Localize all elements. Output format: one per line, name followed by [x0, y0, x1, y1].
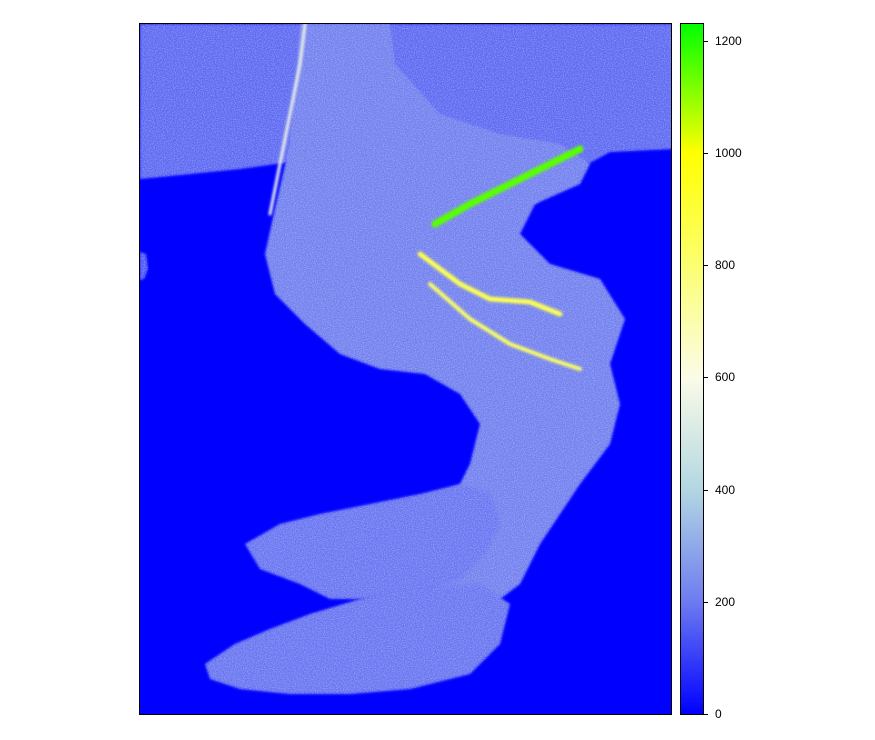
- colorbar-tick-mark: [703, 153, 708, 155]
- ridge-lower-ridge: [428, 282, 582, 371]
- colorbar-tick-mark: [703, 714, 708, 715]
- region-bottom-finger: [205, 584, 510, 694]
- colorbar-tick-label: 1000: [715, 146, 742, 161]
- colorbar-tick-mark: [703, 40, 708, 42]
- colorbar-tick-mark: [703, 377, 708, 379]
- colorbar-gradient: [681, 24, 703, 714]
- colorbar-tick-label: 0: [715, 707, 722, 721]
- region-left-stub: [140, 252, 148, 280]
- colorbar-tick-mark: [703, 601, 708, 603]
- region-lower-finger: [245, 484, 500, 599]
- ridge-middle-ridge: [417, 251, 563, 317]
- colorbar-tick-label: 600: [715, 370, 736, 385]
- colorbar-tick-label: 200: [715, 594, 736, 609]
- colorbar-tick-mark: [703, 489, 708, 491]
- region-speckle: [245, 484, 500, 599]
- colorbar: [680, 23, 704, 715]
- ridge-edge-ridge: [268, 24, 307, 216]
- colorbar-tick-label: 800: [715, 258, 736, 273]
- ridges-layer: [268, 24, 584, 371]
- heatmap-svg: [140, 24, 671, 714]
- colorbar-tick-label: 400: [715, 482, 736, 497]
- colorbar-tick-mark: [703, 265, 708, 267]
- colorbar-tick-label: 1200: [715, 33, 742, 48]
- region-speckle: [205, 584, 510, 694]
- ridge-upper-ridge: [431, 145, 584, 228]
- heatmap-panel: [139, 23, 672, 715]
- colorbar-axis: 0 200 400 600 800 1000 1200: [703, 23, 763, 721]
- region-speckle: [140, 252, 148, 280]
